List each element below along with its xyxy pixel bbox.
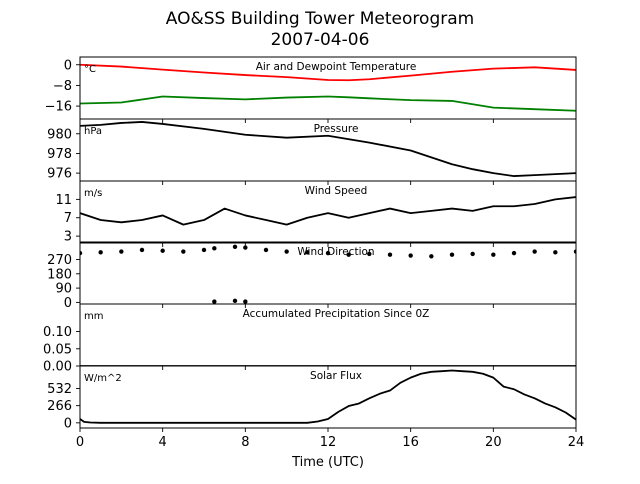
data-point xyxy=(212,246,217,251)
data-point xyxy=(408,253,413,258)
y-tick-label: 90 xyxy=(55,282,72,297)
panel-frame xyxy=(79,180,577,244)
panel-wind-speed: 11 7 3 Wind Speed m/s xyxy=(55,180,577,247)
y-tick-label: 980 xyxy=(47,127,72,142)
data-point xyxy=(387,252,393,257)
data-point xyxy=(98,250,103,255)
panel-frame xyxy=(79,365,577,429)
series-line xyxy=(80,63,576,82)
y-tick-label: 0 xyxy=(64,416,72,431)
y-tick-label: 0.00 xyxy=(43,360,72,375)
panel-title: Air and Dewpoint Temperature xyxy=(256,61,417,73)
x-tick-label: 24 xyxy=(568,435,585,450)
x-axis-label: Time (UTC) xyxy=(291,455,364,470)
data-point xyxy=(429,254,434,259)
y-tick-label: 270 xyxy=(47,253,72,268)
panel-unit: m/s xyxy=(84,188,102,199)
data-point xyxy=(573,249,576,254)
x-tick-label: 20 xyxy=(485,435,502,450)
data-point xyxy=(325,250,331,256)
data-point xyxy=(232,298,238,304)
data-point xyxy=(80,250,83,256)
x-tick-label: 4 xyxy=(159,435,167,450)
data-point xyxy=(232,244,238,249)
data-point xyxy=(139,247,145,253)
y-tick-label: 7 xyxy=(64,211,72,226)
y-tick-label: 180 xyxy=(47,267,72,282)
y-tick-label: 976 xyxy=(47,167,72,182)
y-tick-label: 3 xyxy=(64,230,72,245)
panel-solar-flux: 532 266 0 Solar Flux W/m^2 xyxy=(47,365,577,432)
data-point xyxy=(263,247,269,253)
x-tick-label: 12 xyxy=(320,435,337,450)
x-tick-label: 16 xyxy=(402,435,419,450)
data-point xyxy=(449,252,455,257)
panel-title: Solar Flux xyxy=(310,370,362,382)
x-axis: 0 4 8 12 16 20 24 xyxy=(76,435,584,450)
y-tick-label: 0.05 xyxy=(43,342,72,357)
panel-unit: °C xyxy=(84,64,96,75)
figure-title: AO&SS Building Tower Meteorogram xyxy=(166,9,474,29)
y-tick-label: −8 xyxy=(53,79,72,94)
data-point xyxy=(491,252,496,257)
data-point xyxy=(243,299,248,304)
y-tick-label: 0.10 xyxy=(43,325,72,340)
y-tick-label: 532 xyxy=(47,382,72,397)
data-point xyxy=(553,250,558,255)
data-point xyxy=(160,248,165,253)
y-tick-label: 978 xyxy=(47,147,72,162)
data-point xyxy=(284,249,289,254)
series-points xyxy=(80,244,576,259)
panel-title: Pressure xyxy=(314,123,359,135)
data-point xyxy=(346,252,351,257)
series-points xyxy=(212,298,248,304)
data-point xyxy=(201,247,207,253)
panel-title: Wind Speed xyxy=(305,185,368,197)
data-point xyxy=(305,250,310,255)
data-point xyxy=(532,249,537,254)
panel-title: Wind Direction xyxy=(297,246,374,258)
series-line xyxy=(80,369,576,424)
data-point xyxy=(367,251,372,257)
panel-accumulated-precipitation-since-0z: 0.10 0.05 0.00 Accumulated Precipitation Si… xyxy=(43,303,577,375)
panel-unit: hPa xyxy=(84,126,102,137)
data-point xyxy=(212,299,217,304)
y-tick-label: 266 xyxy=(47,399,72,414)
y-tick-label: 11 xyxy=(55,193,72,208)
series-line xyxy=(80,196,576,226)
y-tick-label: −16 xyxy=(45,100,72,115)
data-point xyxy=(119,249,124,254)
data-point xyxy=(181,249,186,254)
data-point xyxy=(243,245,248,250)
y-tick-label: 0 xyxy=(64,58,72,73)
series-line xyxy=(80,121,576,177)
panel-pressure: 980 978 976 Pressure hPa xyxy=(47,118,577,185)
data-point xyxy=(511,250,517,256)
y-tick-label: 0 xyxy=(64,296,72,311)
x-tick-label: 8 xyxy=(241,435,249,450)
x-tick-label: 0 xyxy=(76,435,84,450)
figure-subtitle: 2007-04-06 xyxy=(271,30,370,50)
panel-air-and-dewpoint-temperature: 0 −8 −16 Air and Dewpoint Temperature °C xyxy=(45,56,577,123)
panel-unit: W/m^2 xyxy=(84,373,122,384)
panel-title: Accumulated Precipitation Since 0Z xyxy=(243,308,430,320)
data-point xyxy=(470,251,475,257)
series-line xyxy=(80,95,576,112)
panel-unit: mm xyxy=(84,311,103,322)
